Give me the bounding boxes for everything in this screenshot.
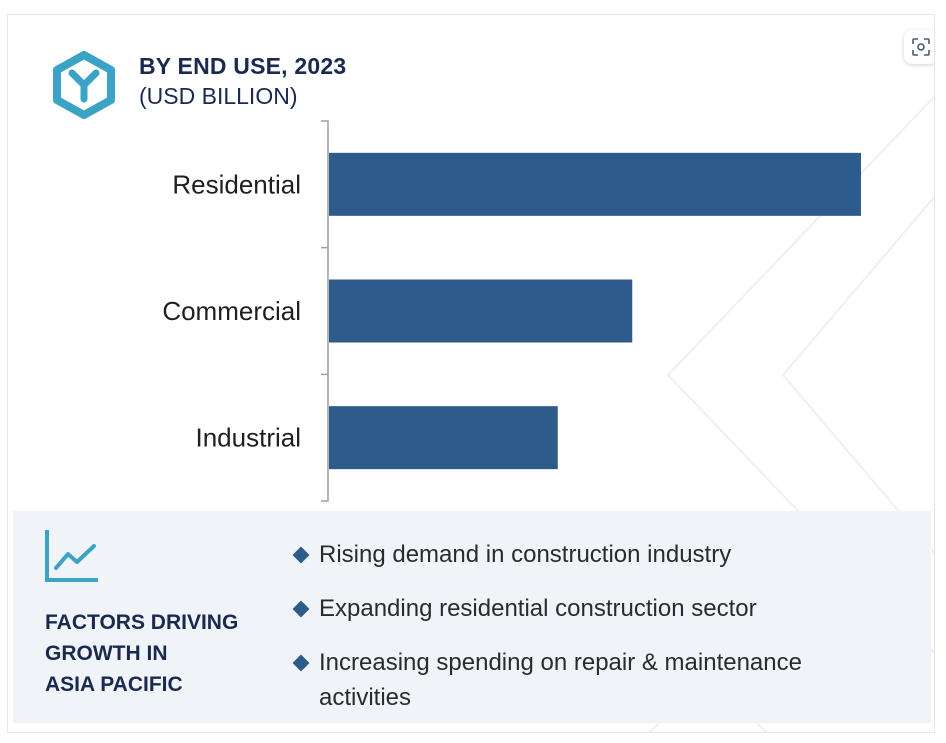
diamond-bullet-icon [292,600,310,618]
trend-line-icon [45,530,98,582]
diamond-bullet-icon [292,546,310,564]
factor-text: Rising demand in construction industry [319,541,732,568]
factors-title-line: ASIA PACIFIC [45,673,183,696]
zoom-button[interactable] [904,30,934,64]
factors-title-line: FACTORS DRIVING [45,611,239,634]
factor-item: Increasing spending on repair & maintena… [292,645,879,715]
factors-panel: FACTORS DRIVING GROWTH IN ASIA PACIFIC R… [13,511,931,723]
category-label: Commercial [162,296,301,326]
bar-chart: Residential Commercial Industrial [162,120,861,502]
factors-title: FACTORS DRIVING GROWTH IN ASIA PACIFIC [45,607,238,700]
diamond-bullet-icon [292,654,310,672]
factor-item: Expanding residential construction secto… [292,591,879,626]
chart-subtitle: (USD BILLION) [139,83,298,109]
hexagon-y-logo-icon [53,51,115,119]
bar-industrial [329,406,558,470]
y-axis [321,120,329,502]
factor-text: Expanding residential construction secto… [319,595,757,622]
bar-residential [329,152,861,216]
chart-title: BY END USE, 2023 [139,53,347,79]
zoom-icon [912,38,930,56]
category-label: Industrial [196,423,302,453]
factors-list: Rising demand in construction industry E… [292,537,879,734]
factors-title-line: GROWTH IN [45,642,168,665]
factor-text: Increasing spending on repair & maintena… [319,649,802,711]
bar-commercial [329,279,633,343]
category-label: Residential [172,169,301,199]
factor-item: Rising demand in construction industry [292,537,879,572]
